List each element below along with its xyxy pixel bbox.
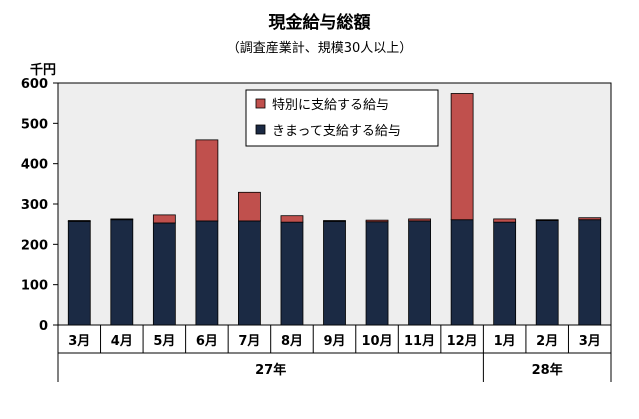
bar-segment-special <box>578 217 602 221</box>
bar-segment-special <box>365 219 389 223</box>
bar-segment-regular <box>238 220 261 326</box>
bar-segment-special <box>152 214 176 224</box>
bar-segment-special <box>450 93 474 221</box>
bar-segment-regular <box>152 222 176 326</box>
y-tick-label: 500 <box>21 117 48 132</box>
chart-title: 現金給与総額 <box>268 13 371 33</box>
bar-segment-special <box>110 218 134 221</box>
legend-swatch <box>255 124 266 135</box>
legend-label: きまって支給する給与 <box>272 124 401 139</box>
bar-segment-regular <box>195 220 219 326</box>
x-tick-label: 2月 <box>536 334 558 349</box>
legend-swatch <box>255 98 266 109</box>
x-tick-label: 6月 <box>196 334 218 349</box>
x-tick-label: 3月 <box>68 334 90 349</box>
x-tick-label: 8月 <box>281 334 303 349</box>
legend-label: 特別に支給する給与 <box>272 98 389 113</box>
y-axis-unit-label: 千円 <box>30 63 57 78</box>
x-tick-label: 12月 <box>447 334 478 349</box>
chart-subtitle: （調査産業計、規模30人以上） <box>226 41 413 56</box>
x-tick-label: 11月 <box>404 334 435 349</box>
bar-segment-special <box>323 220 346 222</box>
bar-segment-regular <box>493 221 517 326</box>
x-tick-label: 1月 <box>494 334 516 349</box>
group-label: 28年 <box>532 362 563 378</box>
y-tick-label: 400 <box>21 158 48 173</box>
bar-segment-regular <box>408 220 431 326</box>
bar-segment-special <box>493 218 517 223</box>
y-tick-label: 600 <box>21 77 48 92</box>
bar-segment-regular <box>323 220 346 326</box>
x-tick-label: 7月 <box>238 334 260 349</box>
legend-box <box>245 89 439 147</box>
bar-segment-regular <box>280 221 304 326</box>
x-tick-label: 9月 <box>323 334 345 349</box>
y-tick-label: 200 <box>21 238 48 253</box>
y-tick-label: 0 <box>39 319 48 334</box>
x-tick-label: 4月 <box>111 334 133 349</box>
bar-segment-special <box>535 219 559 221</box>
bar-segment-special <box>238 191 261 222</box>
bar-segment-regular <box>110 219 134 326</box>
bar-segment-special <box>280 215 304 223</box>
bar-segment-special <box>408 218 431 222</box>
y-tick-label: 100 <box>21 279 48 294</box>
x-tick-label: 10月 <box>361 334 392 349</box>
bar-segment-regular <box>67 220 91 326</box>
x-tick-label: 5月 <box>153 334 175 349</box>
group-label: 27年 <box>255 362 286 378</box>
bar-segment-regular <box>535 220 559 326</box>
bar-segment-regular <box>365 221 389 326</box>
bar-segment-special <box>195 139 219 222</box>
x-tick-label: 3月 <box>579 334 601 349</box>
y-tick-label: 300 <box>21 198 48 213</box>
bar-segment-regular <box>450 219 474 326</box>
bar-segment-regular <box>578 219 602 326</box>
bar-segment-special <box>67 220 91 222</box>
